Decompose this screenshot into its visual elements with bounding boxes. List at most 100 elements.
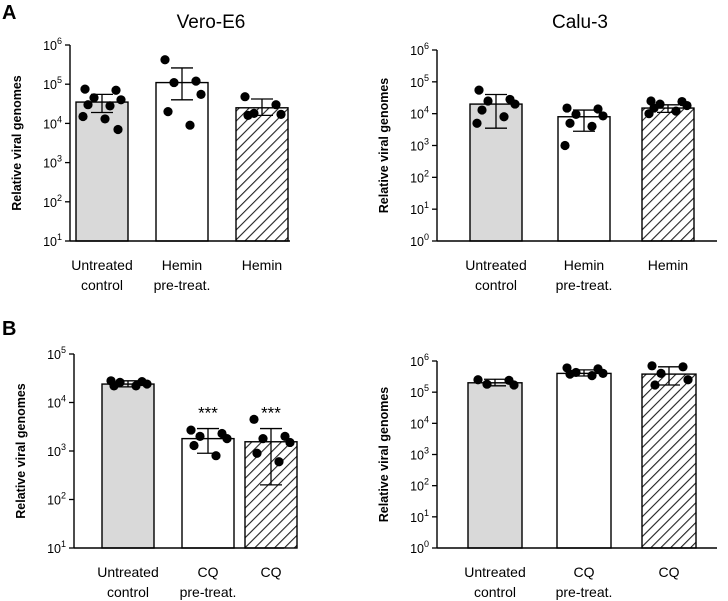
y-tick-label: 104 bbox=[410, 105, 429, 122]
y-tick-label: 102 bbox=[43, 193, 62, 210]
data-point bbox=[565, 369, 575, 379]
data-point bbox=[111, 85, 121, 95]
data-point bbox=[80, 84, 90, 94]
bar bbox=[556, 372, 612, 549]
data-point bbox=[598, 111, 608, 121]
data-point bbox=[105, 101, 115, 111]
chart-calu-3: Calu-3 Relative viral genomes 100 101 102 103… bbox=[377, 12, 717, 293]
data-point bbox=[276, 109, 286, 119]
y-tick-label: 103 bbox=[43, 154, 62, 171]
y-axis-label: Relative viral genomes bbox=[10, 75, 24, 211]
data-point bbox=[163, 106, 173, 117]
category-label: Hemin bbox=[162, 257, 202, 273]
bar bbox=[467, 382, 523, 549]
data-point bbox=[185, 120, 195, 130]
category-label: CQ bbox=[198, 564, 219, 580]
category-label: Hemin bbox=[242, 257, 282, 273]
panel-label-a: A bbox=[2, 2, 16, 24]
bar bbox=[641, 107, 695, 242]
y-tick-label: 104 bbox=[43, 114, 62, 131]
data-point bbox=[186, 425, 196, 435]
data-point bbox=[656, 368, 666, 379]
category-label: control bbox=[475, 277, 517, 293]
y-tick-label: 102 bbox=[47, 491, 66, 508]
data-point bbox=[562, 103, 572, 113]
y-tick-label: 101 bbox=[410, 508, 429, 525]
y-tick-label: 100 bbox=[410, 539, 429, 556]
chart-calu-3-cq: Relative viral genomes 100 101 102 103 104 105… bbox=[377, 352, 717, 600]
data-point bbox=[252, 448, 262, 458]
data-point bbox=[678, 362, 688, 372]
data-point bbox=[285, 437, 295, 448]
category-label: pre-treat. bbox=[556, 277, 613, 293]
data-point bbox=[644, 109, 654, 119]
category-label: pre-treat. bbox=[180, 584, 237, 600]
y-tick-label: 101 bbox=[410, 200, 429, 217]
data-point bbox=[113, 124, 123, 135]
y-tick-label: 103 bbox=[410, 137, 429, 154]
y-tick-label: 105 bbox=[410, 383, 429, 400]
data-point bbox=[243, 110, 253, 120]
y-tick-label: 101 bbox=[47, 539, 66, 556]
category-label: CQ bbox=[574, 564, 595, 580]
y-axis-label: Relative viral genomes bbox=[377, 387, 391, 523]
y-axis-label: Relative viral genomes bbox=[377, 78, 391, 214]
data-point bbox=[482, 379, 492, 389]
data-point bbox=[683, 375, 693, 385]
y-tick-label: 106 bbox=[410, 352, 429, 369]
data-point bbox=[647, 361, 657, 371]
y-tick-label: 105 bbox=[410, 73, 429, 90]
y-tick-label: 103 bbox=[410, 446, 429, 463]
data-point bbox=[571, 109, 581, 119]
chart-title: Vero-E6 bbox=[177, 12, 246, 33]
data-point bbox=[271, 100, 281, 110]
data-point bbox=[682, 100, 692, 111]
data-point bbox=[142, 379, 152, 389]
data-point bbox=[473, 375, 483, 385]
bar bbox=[235, 107, 289, 242]
significance-label: *** bbox=[198, 404, 218, 423]
y-tick-label: 103 bbox=[47, 442, 66, 459]
category-label: pre-treat. bbox=[556, 584, 613, 600]
y-tick-label: 106 bbox=[410, 41, 429, 58]
data-point bbox=[483, 96, 493, 106]
data-point bbox=[100, 114, 110, 124]
category-label: CQ bbox=[261, 564, 282, 580]
panel-label-b: B bbox=[2, 318, 16, 340]
data-point bbox=[499, 112, 509, 122]
category-label: Untreated bbox=[71, 257, 132, 273]
data-point bbox=[89, 93, 99, 103]
significance-label: *** bbox=[261, 404, 281, 423]
data-point bbox=[474, 85, 484, 95]
data-point bbox=[196, 89, 206, 99]
data-point bbox=[222, 434, 232, 444]
data-point bbox=[116, 95, 126, 105]
bar bbox=[75, 101, 129, 242]
y-tick-label: 104 bbox=[47, 394, 66, 411]
category-label: control bbox=[474, 584, 516, 600]
data-point bbox=[509, 380, 519, 390]
category-label: Hemin bbox=[648, 257, 688, 273]
bar bbox=[557, 116, 611, 242]
y-tick-label: 104 bbox=[410, 414, 429, 431]
data-point bbox=[587, 371, 597, 381]
data-point bbox=[671, 106, 681, 116]
data-point bbox=[510, 99, 520, 109]
category-label: control bbox=[81, 277, 123, 293]
data-point bbox=[258, 434, 268, 444]
category-label: Untreated bbox=[465, 257, 526, 273]
y-tick-label: 102 bbox=[410, 477, 429, 494]
category-label: CQ bbox=[659, 564, 680, 580]
chart-vero-e6: Vero-E6 Relative viral genomes 101 102 103 10… bbox=[10, 12, 290, 293]
y-tick-label: 100 bbox=[410, 232, 429, 249]
data-point bbox=[565, 118, 575, 128]
data-point bbox=[477, 105, 487, 115]
y-axis-label: Relative viral genomes bbox=[14, 383, 28, 519]
data-point bbox=[650, 380, 660, 390]
category-label: control bbox=[107, 584, 149, 600]
chart-title: Calu-3 bbox=[552, 12, 608, 33]
y-tick-label: 105 bbox=[47, 345, 66, 362]
data-point bbox=[160, 55, 170, 65]
data-point bbox=[240, 92, 250, 102]
